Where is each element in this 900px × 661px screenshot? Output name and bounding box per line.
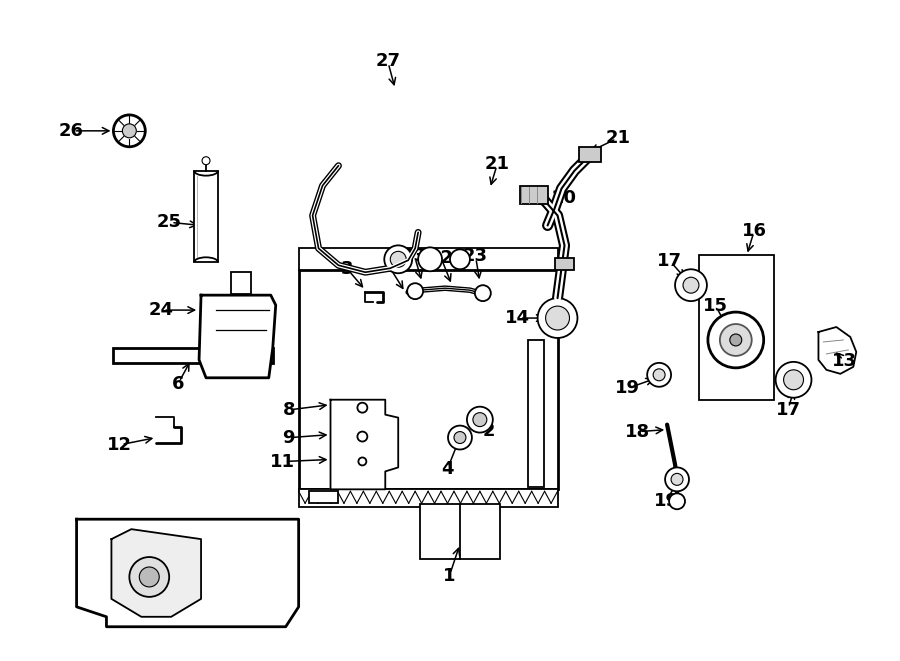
Polygon shape (818, 327, 856, 374)
Circle shape (357, 432, 367, 442)
Text: 22: 22 (428, 249, 454, 268)
Text: 17: 17 (657, 252, 682, 270)
Text: 2: 2 (482, 422, 495, 440)
Polygon shape (76, 519, 299, 627)
Circle shape (730, 334, 742, 346)
Text: 21: 21 (606, 129, 631, 147)
Text: 18: 18 (625, 423, 650, 441)
Text: 25: 25 (157, 214, 182, 231)
Circle shape (448, 426, 472, 449)
Circle shape (122, 124, 136, 137)
Text: 10: 10 (143, 582, 168, 600)
Text: 17: 17 (776, 401, 800, 418)
Bar (309, 491, 338, 503)
Text: 1: 1 (443, 567, 455, 585)
Bar (299, 249, 557, 270)
Text: 23: 23 (464, 247, 488, 265)
Text: 3: 3 (341, 260, 354, 278)
Text: 14: 14 (505, 309, 530, 327)
Text: 24: 24 (148, 301, 174, 319)
Text: 4: 4 (441, 460, 454, 479)
Bar (194, 171, 218, 262)
Text: 7: 7 (382, 258, 395, 276)
Bar (113, 348, 273, 363)
Circle shape (467, 407, 493, 432)
Bar (299, 489, 557, 507)
Text: 27: 27 (375, 52, 401, 70)
Circle shape (675, 269, 706, 301)
Bar (527, 340, 544, 487)
Text: 21: 21 (485, 155, 510, 173)
Text: 16: 16 (742, 221, 767, 239)
Bar (580, 147, 601, 162)
Text: 23: 23 (402, 247, 428, 266)
Circle shape (113, 115, 145, 147)
Circle shape (475, 285, 491, 301)
Circle shape (472, 412, 487, 426)
Polygon shape (199, 295, 275, 378)
Circle shape (358, 457, 366, 465)
Circle shape (545, 306, 570, 330)
Text: 20: 20 (552, 188, 577, 207)
Circle shape (784, 370, 804, 390)
Circle shape (450, 249, 470, 269)
Circle shape (665, 467, 689, 491)
Circle shape (776, 362, 812, 398)
Circle shape (669, 493, 685, 509)
Circle shape (418, 247, 442, 271)
Polygon shape (112, 529, 201, 617)
Circle shape (384, 245, 412, 273)
Circle shape (683, 277, 699, 293)
Circle shape (357, 403, 367, 412)
Text: 26: 26 (59, 122, 84, 140)
Circle shape (671, 473, 683, 485)
Text: 19: 19 (653, 492, 679, 510)
Circle shape (537, 298, 578, 338)
Circle shape (202, 157, 210, 165)
Circle shape (647, 363, 671, 387)
Bar (420, 504, 500, 559)
Bar (554, 258, 574, 270)
Circle shape (720, 324, 751, 356)
Bar (299, 270, 557, 489)
Text: 12: 12 (107, 436, 132, 454)
Text: 5: 5 (529, 430, 542, 449)
Bar (519, 186, 547, 204)
Text: 19: 19 (615, 379, 640, 397)
Circle shape (653, 369, 665, 381)
Bar (699, 255, 774, 400)
Circle shape (130, 557, 169, 597)
Text: 11: 11 (270, 453, 295, 471)
Circle shape (407, 283, 423, 299)
Polygon shape (330, 400, 398, 489)
Text: 8: 8 (283, 401, 295, 419)
Circle shape (454, 432, 466, 444)
Text: 15: 15 (704, 297, 728, 315)
Text: 6: 6 (172, 375, 184, 393)
Circle shape (140, 567, 159, 587)
Text: 13: 13 (832, 352, 857, 370)
Bar (231, 272, 251, 294)
Circle shape (391, 251, 406, 267)
Text: 9: 9 (283, 429, 295, 447)
Circle shape (708, 312, 764, 368)
